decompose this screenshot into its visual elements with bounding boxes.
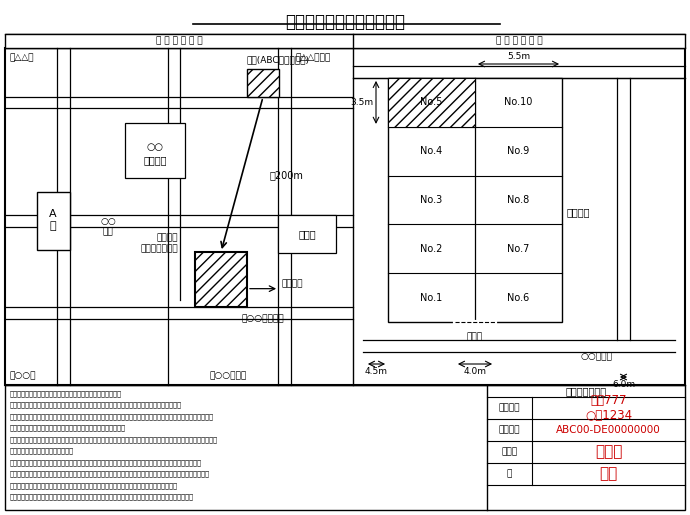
Bar [388,78,475,127]
Text: ・　複数の自動車を保管する駐車場の場合は、保管場所の位置を明示してください。: ・ 複数の自動車を保管する駐車場の場合は、保管場所の位置を明示してください。 [10,482,178,489]
Text: 代　替　車　両: 代 替 車 両 [565,386,607,396]
Text: No.5: No.5 [420,97,443,108]
Bar [247,69,279,97]
Text: 車台番号: 車台番号 [499,425,520,435]
Text: 至○○駅: 至○○駅 [10,371,37,380]
Text: 出入口: 出入口 [467,332,483,341]
Text: 至△△駅: 至△△駅 [10,53,34,62]
Text: 4.5m: 4.5m [365,367,388,376]
Text: 車　名: 車 名 [502,448,518,456]
Text: 至○○町方面: 至○○町方面 [210,371,247,380]
Text: 自宅(ABCマンション): 自宅(ABCマンション) [246,55,310,64]
Text: （○○交差点）: （○○交差点） [242,315,284,323]
Text: 約200m: 約200m [270,170,304,180]
Text: 5.5m: 5.5m [507,52,530,61]
Bar [195,252,247,307]
Text: 6.0m: 6.0m [612,380,635,389]
Text: 所 在 図 記 載 欄: 所 在 図 記 載 欄 [156,37,202,45]
Text: 色: 色 [507,470,512,478]
Text: No.1: No.1 [420,293,442,303]
Bar [5,385,685,510]
Text: ・　市販の地図をコピーし添付する場合、著作権者からの利用の許諾を得ないときは、著作権法違反とな: ・ 市販の地図をコピーし添付する場合、著作権者からの利用の許諾を得ないときは、著… [10,413,214,420]
Bar [5,48,685,385]
Text: ・　使用の本拠の位置（自宅等）と保管場所の位置との間を線で結んで距離（直線で２キロメートル以内）: ・ 使用の本拠の位置（自宅等）と保管場所の位置との間を線で結んで距離（直線で２キ… [10,436,218,442]
Text: 横浜777
○　1234: 横浜777 ○ 1234 [585,394,632,422]
Text: 4.0m: 4.0m [464,367,486,376]
Bar [37,192,70,250]
Text: No.4: No.4 [420,146,442,156]
Text: ○○: ○○ [146,142,164,152]
Text: No.2: No.2 [420,244,443,254]
Text: 保管場所: 保管場所 [157,233,178,242]
Text: 備考　１　この用紙は、黒色ボールペンで記載してください。: 備考 １ この用紙は、黒色ボールペンで記載してください。 [10,390,122,397]
Text: 車両番号: 車両番号 [499,403,520,413]
Bar [125,123,185,178]
Text: を記入してください。: を記入してください。 [10,448,74,454]
Text: 3.5m: 3.5m [350,98,373,107]
Text: 配 置 図 記 載 欄: 配 置 図 記 載 欄 [495,37,542,45]
Bar [278,215,336,253]
Text: ３　配置図とは、保管場所並びに保管場所の周囲の建物、空地及び道路を表示したものをいいます。: ３ 配置図とは、保管場所並びに保管場所の周囲の建物、空地及び道路を表示したものを… [10,459,202,466]
Text: No.9: No.9 [507,146,530,156]
Text: 至△△町方面: 至△△町方面 [295,53,331,62]
Text: ABC00-DE00000000: ABC00-DE00000000 [556,425,661,435]
Bar [5,34,685,48]
Text: No.7: No.7 [507,244,530,254]
Text: るおそれがありますので、十分注意してください。: るおそれがありますので、十分注意してください。 [10,424,126,431]
Text: No.6: No.6 [507,293,530,303]
Text: ・　保管場所に接する道路の幅員、保管場所の平面（大きさ）の寸法をメートルで記入してください。: ・ 保管場所に接する道路の幅員、保管場所の平面（大きさ）の寸法をメートルで記入し… [10,471,210,477]
Text: ２　所在図とは、保管場所の付近の道路及び目標となる建物を表示したものをいいます。: ２ 所在図とは、保管場所の付近の道路及び目標となる建物を表示したものをいいます。 [10,402,182,408]
Bar [388,78,562,322]
Text: ○○交差点: ○○交差点 [580,352,612,361]
Text: デパート: デパート [144,155,167,165]
Text: No.8: No.8 [507,195,530,205]
Text: No.10: No.10 [504,97,533,108]
Text: A
駅: A 駅 [49,209,57,231]
Text: ４　申請保管場所で今まで使用していた車両について、右欄の代替車両欄に記入してください。: ４ 申請保管場所で今まで使用していた車両について、右欄の代替車両欄に記入してくだ… [10,493,194,500]
Text: （日本駐車場）: （日本駐車場） [140,244,178,253]
Text: 保管場所の所在図・配置図: 保管場所の所在図・配置図 [285,13,405,31]
Text: 田中ビル: 田中ビル [567,207,591,217]
Text: ○○
銀行: ○○ 銀行 [100,217,116,237]
Text: トヨタ: トヨタ [595,444,622,459]
Text: 白色: 白色 [600,467,618,482]
Text: 郵便局: 郵便局 [298,229,316,239]
Text: No.3: No.3 [420,195,442,205]
Text: 田中ビル: 田中ビル [281,279,302,288]
